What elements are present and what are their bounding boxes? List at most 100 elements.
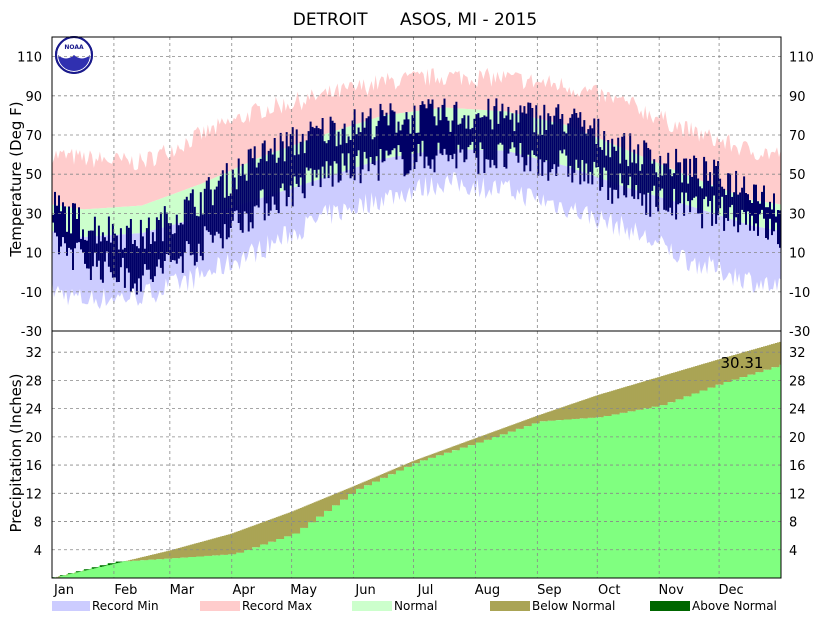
precip-total-annotation: 30.31 bbox=[721, 354, 764, 372]
below-normal-segment bbox=[313, 502, 316, 523]
precip-observed-area bbox=[52, 364, 781, 578]
below-normal-segment bbox=[343, 489, 346, 500]
temp-tick-label-left: 10 bbox=[25, 247, 42, 262]
below-normal-segment bbox=[359, 483, 362, 489]
precip-tick-label-left: 4 bbox=[34, 544, 42, 559]
temp-tick-label-right: 50 bbox=[789, 168, 806, 183]
temp-tick-label-left: 70 bbox=[25, 129, 42, 144]
precipitation-panel bbox=[52, 341, 782, 578]
below-normal-segment bbox=[179, 547, 183, 558]
above-normal-segment bbox=[115, 561, 119, 564]
below-normal-segment bbox=[611, 390, 614, 415]
below-normal-segment bbox=[705, 363, 708, 391]
below-normal-segment bbox=[227, 534, 231, 555]
below-normal-segment bbox=[283, 514, 287, 537]
below-normal-segment bbox=[263, 521, 267, 545]
below-normal-segment bbox=[451, 446, 454, 451]
below-normal-segment bbox=[315, 501, 318, 517]
below-normal-segment bbox=[475, 437, 478, 443]
below-normal-segment bbox=[379, 474, 382, 478]
below-normal-segment bbox=[473, 438, 476, 445]
below-normal-segment bbox=[549, 411, 552, 421]
below-normal-segment bbox=[453, 445, 456, 451]
below-normal-segment bbox=[229, 533, 233, 555]
below-normal-segment bbox=[605, 392, 608, 416]
below-normal-segment bbox=[695, 366, 698, 394]
below-normal-segment bbox=[633, 384, 636, 412]
above-normal-segment bbox=[101, 565, 105, 567]
below-normal-segment bbox=[769, 344, 772, 370]
below-normal-segment bbox=[161, 552, 165, 560]
precip-tick-label-right: 4 bbox=[789, 544, 797, 559]
below-normal-segment bbox=[749, 350, 752, 375]
below-normal-segment bbox=[247, 527, 251, 550]
below-normal-segment bbox=[571, 403, 574, 419]
above-normal-segment bbox=[86, 569, 89, 571]
grid-lines bbox=[52, 37, 781, 578]
below-normal-segment bbox=[623, 387, 626, 413]
precip-tick-label-left: 28 bbox=[25, 374, 42, 389]
below-normal-segment bbox=[479, 436, 482, 443]
below-normal-segment bbox=[127, 560, 131, 562]
below-normal-segment bbox=[687, 368, 690, 397]
below-normal-segment bbox=[301, 507, 305, 528]
below-normal-segment bbox=[703, 363, 706, 391]
below-normal-segment bbox=[461, 443, 464, 448]
below-normal-segment bbox=[503, 427, 506, 435]
below-normal-segment bbox=[539, 414, 542, 422]
below-normal-segment bbox=[463, 442, 466, 448]
below-normal-segment bbox=[529, 418, 532, 427]
above-normal-segment bbox=[68, 573, 71, 575]
below-normal-segment bbox=[335, 493, 338, 506]
precip-tick-label-left: 16 bbox=[25, 459, 42, 474]
chart-title: DETROIT ASOS, MI - 2015 bbox=[293, 10, 538, 30]
below-normal-segment bbox=[213, 538, 217, 556]
month-tick-label: Jul bbox=[417, 583, 434, 598]
below-normal-segment bbox=[541, 414, 544, 422]
below-normal-segment bbox=[399, 466, 402, 471]
below-normal-segment bbox=[767, 345, 770, 370]
below-normal-segment bbox=[593, 396, 596, 418]
below-normal-segment bbox=[725, 357, 728, 382]
below-normal-segment bbox=[233, 532, 237, 555]
legend-swatch bbox=[352, 601, 392, 611]
below-normal-segment bbox=[729, 356, 732, 382]
below-normal-segment bbox=[331, 494, 334, 506]
below-normal-segment bbox=[741, 352, 744, 378]
temperature-axis-label: Temperature (Deg F) bbox=[7, 101, 25, 257]
month-tick-label: Jun bbox=[354, 583, 375, 598]
temp-tick-label-right: -10 bbox=[789, 286, 810, 301]
below-normal-segment bbox=[653, 378, 656, 407]
below-normal-segment bbox=[397, 467, 400, 471]
legend-item: Record Min bbox=[52, 599, 159, 613]
below-normal-segment bbox=[413, 460, 416, 464]
below-normal-segment bbox=[675, 371, 678, 400]
below-normal-segment bbox=[697, 365, 700, 394]
below-normal-segment bbox=[713, 360, 716, 388]
below-normal-segment bbox=[761, 347, 764, 373]
below-normal-segment bbox=[333, 494, 336, 506]
below-normal-segment bbox=[183, 546, 187, 558]
below-normal-segment bbox=[279, 515, 283, 539]
below-normal-segment bbox=[569, 404, 572, 420]
below-normal-segment bbox=[377, 475, 380, 482]
below-normal-segment bbox=[277, 516, 281, 539]
below-normal-segment bbox=[157, 553, 161, 560]
below-normal-segment bbox=[609, 391, 612, 416]
below-normal-segment bbox=[635, 383, 638, 410]
below-normal-segment bbox=[561, 407, 564, 421]
below-normal-segment bbox=[221, 536, 225, 555]
below-normal-segment bbox=[257, 523, 261, 548]
record-max-band bbox=[52, 67, 781, 210]
above-normal-segment bbox=[93, 567, 97, 569]
below-normal-segment bbox=[551, 410, 554, 421]
below-normal-segment bbox=[391, 469, 394, 475]
below-normal-segment bbox=[721, 358, 724, 385]
below-normal-segment bbox=[403, 464, 406, 467]
below-normal-segment bbox=[273, 517, 277, 542]
below-normal-segment bbox=[759, 347, 762, 373]
below-normal-segment bbox=[355, 485, 358, 489]
below-normal-segment bbox=[347, 488, 350, 494]
below-normal-segment bbox=[499, 429, 502, 435]
above-normal-segment bbox=[117, 561, 121, 563]
